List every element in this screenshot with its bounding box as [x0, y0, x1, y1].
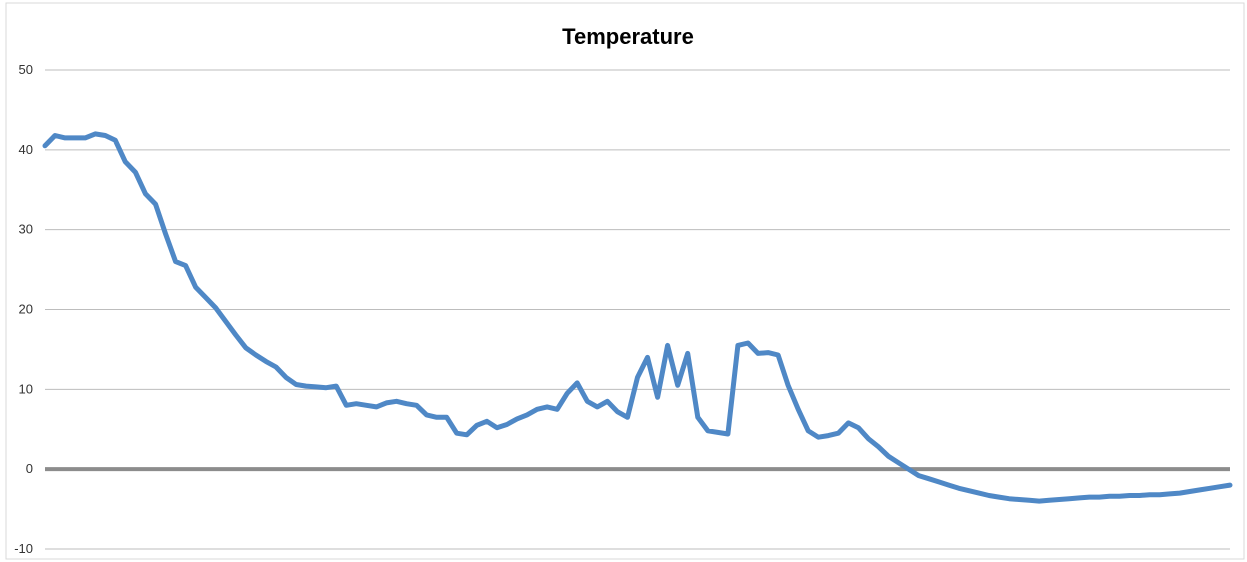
y-tick-label: -10 — [14, 541, 33, 556]
chart-title: Temperature — [562, 24, 694, 49]
gridlines — [45, 69, 1230, 550]
chart-frame — [5, 2, 1245, 560]
y-tick-label: 0 — [26, 461, 33, 476]
y-tick-label: 10 — [19, 381, 33, 396]
y-tick-label: 30 — [19, 222, 33, 237]
y-axis-tick-labels: -10 0 10 20 30 40 50 — [14, 62, 33, 556]
y-tick-label: 50 — [19, 62, 33, 77]
series-layer — [42, 131, 1233, 504]
y-tick-label: 20 — [19, 302, 33, 317]
y-tick-label: 40 — [19, 142, 33, 157]
temperature-series-line — [42, 131, 1233, 504]
